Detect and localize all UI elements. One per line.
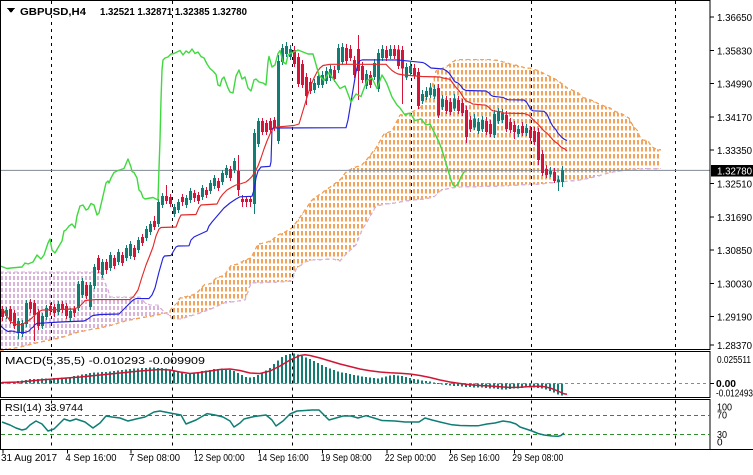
svg-text:1.28370: 1.28370: [717, 341, 752, 352]
svg-text:1.32521 1.32871 1.32385 1.3278: 1.32521 1.32871 1.32385 1.32780: [100, 6, 247, 18]
svg-text:4 Sep 16:00: 4 Sep 16:00: [66, 453, 117, 464]
svg-text:0.025511: 0.025511: [717, 355, 751, 366]
svg-text:12 Sep 00:00: 12 Sep 00:00: [194, 453, 245, 464]
svg-text:1.30850: 1.30850: [717, 246, 752, 257]
svg-text:14 Sep 16:00: 14 Sep 16:00: [258, 453, 309, 464]
svg-text:1.32780: 1.32780: [717, 167, 752, 178]
svg-text:1.33350: 1.33350: [717, 146, 752, 157]
svg-text:1.32510: 1.32510: [717, 180, 752, 191]
svg-text:MACD(5,35,5) -0.010293 -0.0099: MACD(5,35,5) -0.010293 -0.009909: [5, 355, 205, 367]
svg-text:0: 0: [717, 438, 723, 449]
svg-text:GBPUSD,H4: GBPUSD,H4: [20, 6, 86, 18]
svg-text:1.36650: 1.36650: [717, 13, 752, 24]
svg-text:1.35830: 1.35830: [717, 46, 752, 57]
svg-text:31 Aug 2017: 31 Aug 2017: [1, 453, 57, 464]
svg-text:1.29190: 1.29190: [717, 313, 752, 324]
svg-text:30: 30: [717, 430, 727, 441]
svg-text:-0.012493: -0.012493: [716, 389, 753, 400]
svg-text:0.00: 0.00: [716, 379, 736, 390]
svg-text:1.30030: 1.30030: [717, 279, 752, 290]
svg-text:1.31690: 1.31690: [717, 213, 752, 224]
svg-text:26 Sep 16:00: 26 Sep 16:00: [449, 453, 500, 464]
svg-text:1.34990: 1.34990: [717, 80, 752, 91]
svg-text:7 Sep 08:00: 7 Sep 08:00: [129, 453, 180, 464]
svg-text:100: 100: [717, 403, 732, 414]
svg-text:1.34170: 1.34170: [717, 113, 752, 124]
svg-text:70: 70: [717, 411, 727, 422]
svg-text:RSI(14) 33.9744: RSI(14) 33.9744: [5, 402, 83, 414]
svg-text:19 Sep 08:00: 19 Sep 08:00: [321, 453, 372, 464]
svg-text:22 Sep 00:00: 22 Sep 00:00: [385, 453, 436, 464]
svg-text:29 Sep 08:00: 29 Sep 08:00: [512, 453, 563, 464]
